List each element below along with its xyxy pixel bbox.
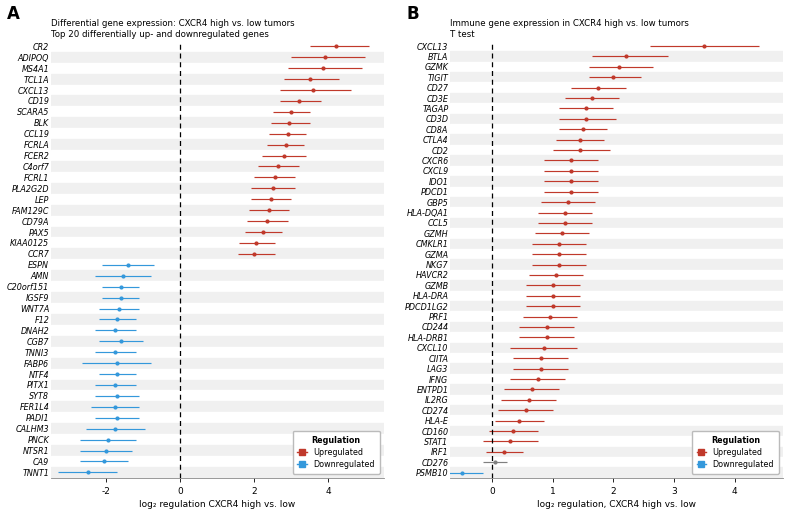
Bar <box>51 216 384 227</box>
Bar <box>51 205 384 216</box>
Bar <box>450 103 783 114</box>
Bar <box>51 456 384 467</box>
Bar <box>51 412 384 423</box>
Bar <box>51 336 384 347</box>
Bar <box>450 415 783 426</box>
Bar <box>450 176 783 186</box>
Bar <box>51 41 384 52</box>
Bar <box>51 161 384 172</box>
Bar <box>51 95 384 106</box>
Bar <box>51 183 384 194</box>
Bar <box>51 347 384 358</box>
Bar <box>450 280 783 291</box>
Bar <box>450 436 783 447</box>
Bar <box>51 380 384 391</box>
Bar <box>450 83 783 93</box>
Bar <box>450 467 783 478</box>
Bar <box>450 311 783 322</box>
Bar <box>51 172 384 183</box>
Bar <box>51 445 384 456</box>
Bar <box>450 186 783 197</box>
Text: Differential gene expression: CXCR4 high vs. low tumors
Top 20 differentially up: Differential gene expression: CXCR4 high… <box>51 19 294 39</box>
Bar <box>450 197 783 207</box>
Bar <box>450 332 783 343</box>
Bar <box>51 85 384 95</box>
Legend: Upregulated, Downregulated: Upregulated, Downregulated <box>292 431 380 474</box>
Bar <box>450 270 783 280</box>
Bar <box>51 62 384 74</box>
Bar <box>51 281 384 292</box>
Bar <box>51 391 384 401</box>
Bar <box>450 395 783 405</box>
Bar <box>450 291 783 301</box>
X-axis label: log₂ regulation CXCR4 high vs. low: log₂ regulation CXCR4 high vs. low <box>139 500 295 509</box>
Bar <box>51 325 384 336</box>
Bar <box>51 368 384 380</box>
Bar <box>51 303 384 314</box>
Bar <box>51 117 384 128</box>
Text: B: B <box>407 5 419 23</box>
Bar <box>450 363 783 374</box>
Bar <box>450 353 783 363</box>
Bar <box>450 145 783 155</box>
Bar <box>51 248 384 260</box>
Bar <box>51 74 384 85</box>
Bar <box>450 260 783 270</box>
Bar <box>450 301 783 311</box>
Bar <box>450 384 783 395</box>
Bar <box>450 166 783 176</box>
Bar <box>51 106 384 117</box>
Bar <box>450 249 783 260</box>
Bar <box>450 405 783 415</box>
Bar <box>51 260 384 270</box>
Bar <box>450 343 783 353</box>
Bar <box>450 238 783 249</box>
Bar <box>51 358 384 368</box>
Text: Immune gene expression in CXCR4 high vs. low tumors
T test: Immune gene expression in CXCR4 high vs.… <box>450 19 689 39</box>
Text: A: A <box>7 5 20 23</box>
Bar <box>450 155 783 166</box>
Bar <box>450 61 783 72</box>
Bar <box>51 194 384 205</box>
Bar <box>51 227 384 237</box>
X-axis label: log₂ regulation, CXCR4 high vs. low: log₂ regulation, CXCR4 high vs. low <box>537 500 696 509</box>
Bar <box>450 51 783 61</box>
Bar <box>51 314 384 325</box>
Bar <box>450 135 783 145</box>
Bar <box>51 292 384 303</box>
Bar <box>51 401 384 412</box>
Bar <box>450 457 783 467</box>
Bar <box>51 139 384 150</box>
Bar <box>51 434 384 445</box>
Bar <box>51 423 384 434</box>
Legend: Upregulated, Downregulated: Upregulated, Downregulated <box>692 431 779 474</box>
Bar <box>450 114 783 124</box>
Bar <box>51 128 384 139</box>
Bar <box>51 237 384 248</box>
Bar <box>450 228 783 238</box>
Bar <box>450 124 783 135</box>
Bar <box>450 322 783 332</box>
Bar <box>450 72 783 83</box>
Bar <box>450 426 783 436</box>
Bar <box>51 150 384 161</box>
Bar <box>450 447 783 457</box>
Bar <box>51 270 384 281</box>
Bar <box>450 207 783 218</box>
Bar <box>51 467 384 478</box>
Bar <box>450 93 783 103</box>
Bar <box>450 218 783 228</box>
Bar <box>51 52 384 62</box>
Bar <box>450 374 783 384</box>
Bar <box>450 41 783 51</box>
